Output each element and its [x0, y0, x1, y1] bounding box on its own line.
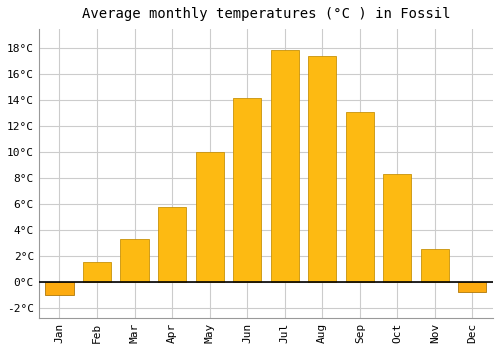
Bar — [270, 50, 299, 282]
Title: Average monthly temperatures (°C ) in Fossil: Average monthly temperatures (°C ) in Fo… — [82, 7, 450, 21]
Bar — [46, 282, 74, 295]
Bar — [421, 249, 449, 282]
Bar — [383, 174, 412, 282]
Bar — [346, 112, 374, 282]
Bar — [158, 206, 186, 282]
Bar — [120, 239, 148, 282]
Bar — [83, 262, 111, 282]
Bar — [458, 282, 486, 292]
Bar — [196, 152, 224, 282]
Bar — [308, 56, 336, 282]
Bar — [233, 98, 261, 282]
